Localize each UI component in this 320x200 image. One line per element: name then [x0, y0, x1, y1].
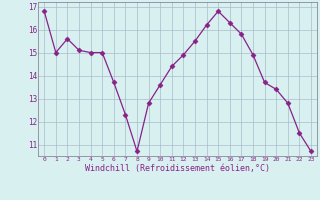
X-axis label: Windchill (Refroidissement éolien,°C): Windchill (Refroidissement éolien,°C)	[85, 164, 270, 173]
